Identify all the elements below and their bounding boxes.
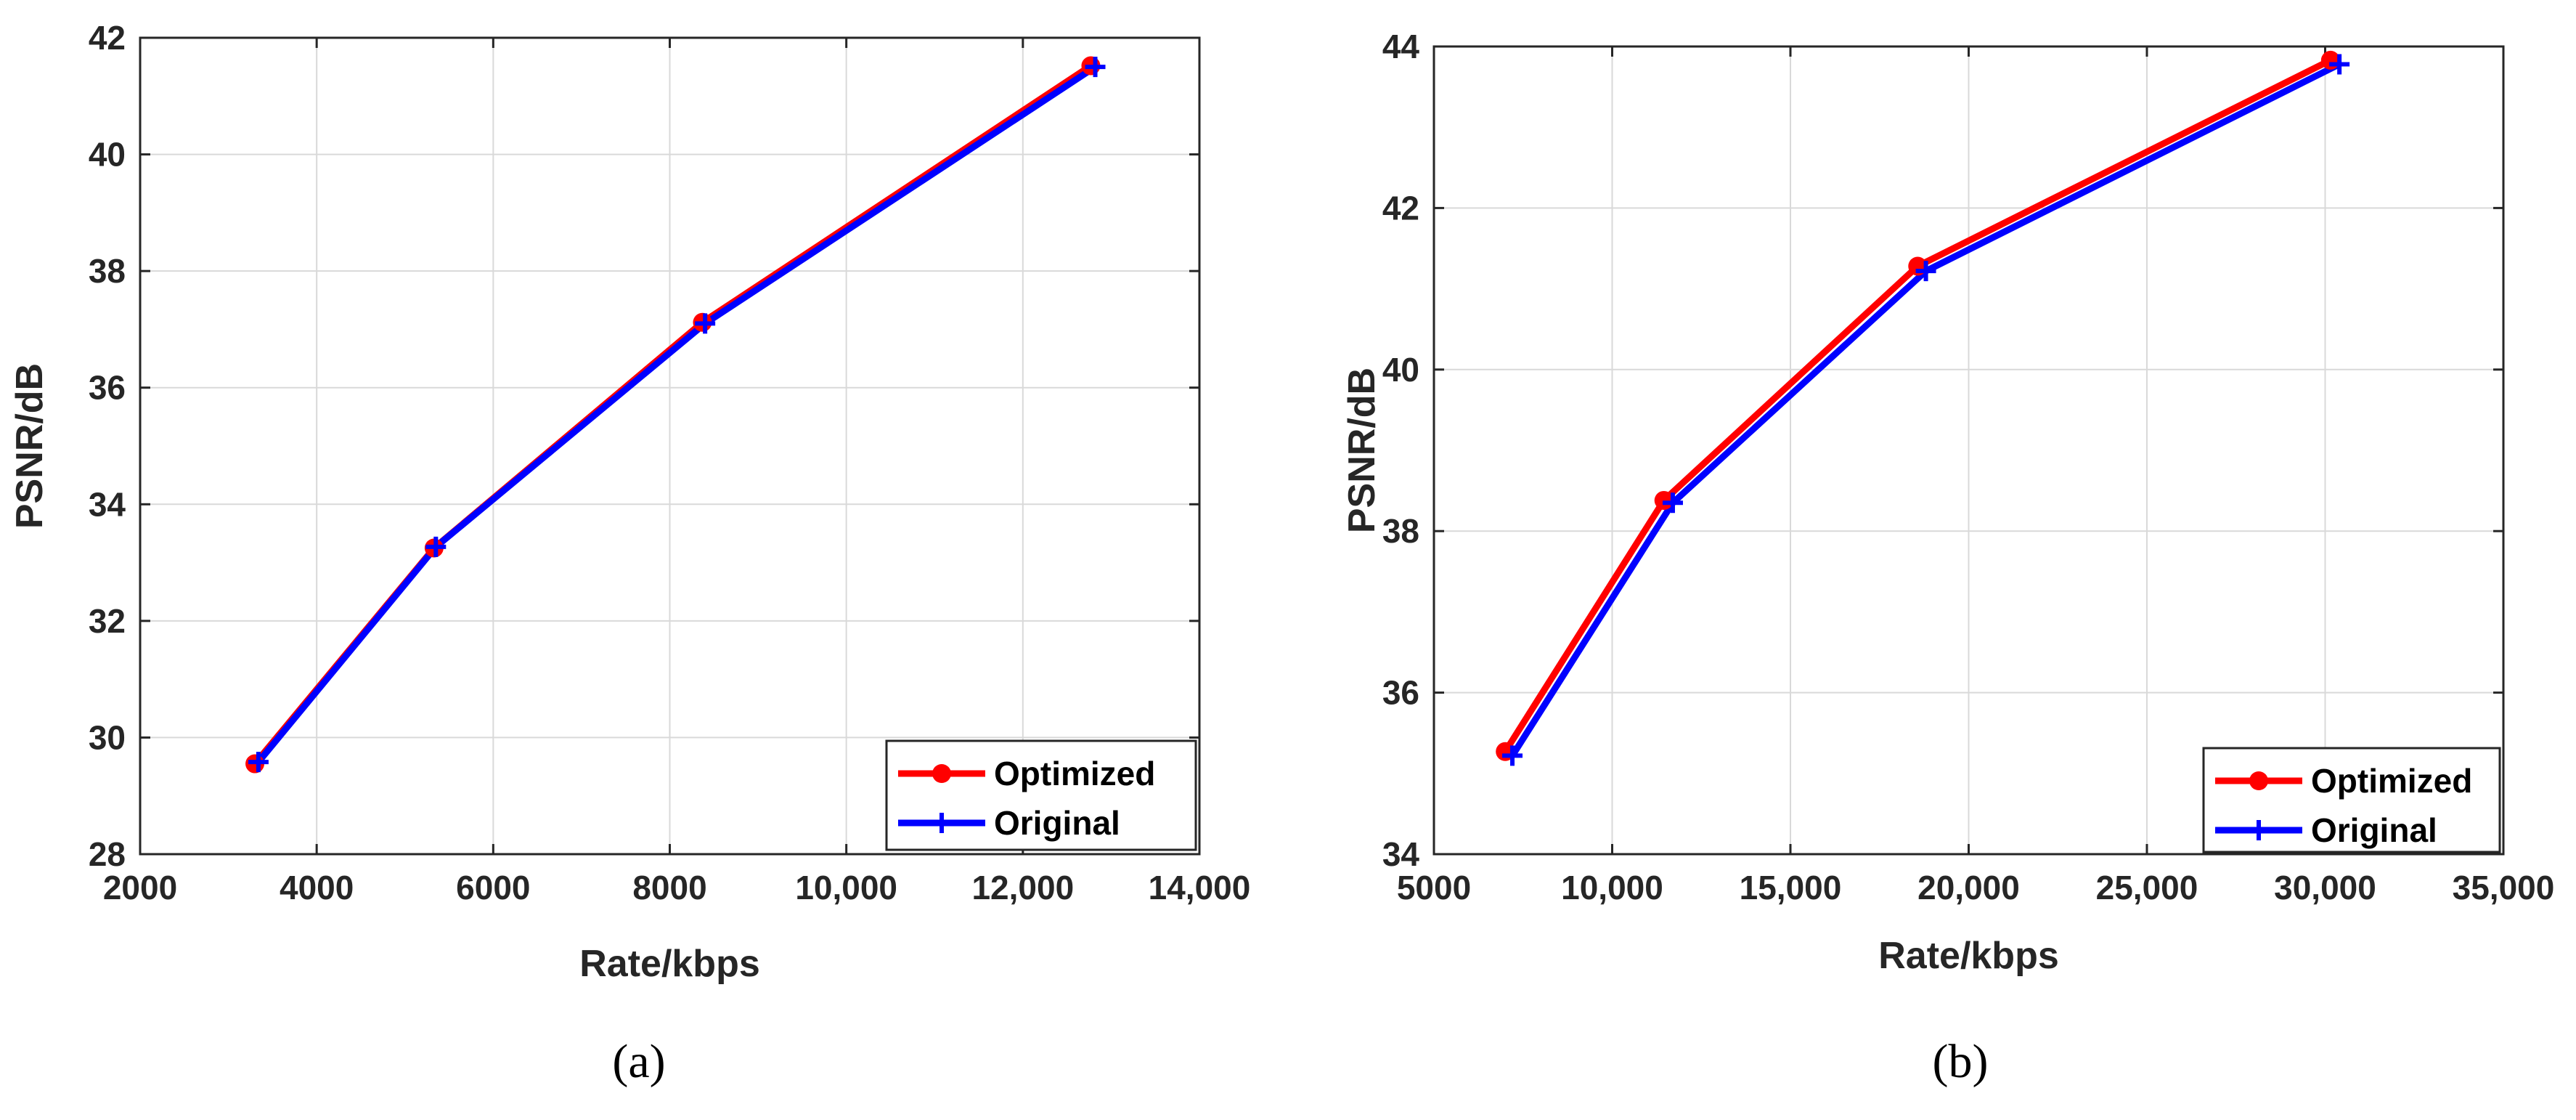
data-point-original [1662,492,1683,514]
x-tick-label: 15,000 [1740,869,1842,906]
legend-label-original: Original [994,804,1120,842]
y-tick-label: 32 [89,602,126,640]
y-tick-label: 28 [89,835,126,873]
x-axis-label: Rate/kbps [1878,935,2059,977]
legend: Optimized Original [885,739,1197,851]
plot-frame [139,36,1201,856]
y-tick-label: 44 [1382,28,1420,65]
y-axis-label: PSNR/dB [9,363,51,529]
legend-marker-original [2249,820,2269,840]
y-tick-label: 34 [89,485,126,523]
x-tick-label: 6000 [456,869,530,906]
x-tick-label: 8000 [632,869,706,906]
x-tick-label: 2000 [103,869,177,906]
data-point-original [425,536,447,557]
y-tick-label: 40 [1382,351,1419,389]
y-tick-label: 40 [89,136,126,174]
y-tick-label: 42 [1382,189,1419,227]
subfigure-caption: (b) [1933,1035,1989,1088]
legend-label-optimized: Optimized [994,755,1155,792]
data-point-original [1085,57,1106,78]
x-tick-label: 4000 [280,869,354,906]
y-tick-label: 38 [1382,512,1419,550]
y-tick-label: 38 [89,252,126,290]
legend-label-optimized: Optimized [2311,762,2472,800]
legend-marker-optimized [932,764,951,783]
y-axis-label: PSNR/dB [1341,368,1383,533]
legend-marker-original [932,813,952,833]
chart-a: 2000 4000 6000 8000 10,000 12,000 14,000 28 30 32… [9,19,1250,1088]
x-tick-label: 12,000 [971,869,1074,906]
x-tick-label: 10,000 [795,869,897,906]
data-point-original [2329,54,2350,75]
x-axis-label: Rate/kbps [579,943,760,985]
legend: Optimized Original [2202,747,2501,853]
series-line-original [1509,61,2341,758]
legend-box [885,739,1197,851]
chart-b: 5000 10,000 15,000 20,000 25,000 30,000 35,000… [1341,28,2554,1088]
series-line-optimized [1502,57,2332,754]
y-tick-label: 42 [89,19,126,57]
legend-label-original: Original [2311,811,2437,849]
data-point-original [248,752,269,773]
data-point-original [1502,745,1523,766]
series-line-original [256,64,1098,765]
x-tick-label: 5000 [1397,869,1471,906]
y-tick-label: 36 [89,369,126,407]
y-tick-label: 36 [1382,674,1419,712]
subfigure-caption: (a) [612,1035,665,1088]
x-tick-label: 35,000 [2453,869,2555,906]
data-point-optimized [1654,490,1674,510]
legend-marker-optimized [2249,771,2268,790]
y-tick-label: 34 [1382,835,1420,873]
legend-box [2202,747,2501,853]
data-point-original [1915,261,1936,282]
x-tick-label: 25,000 [2096,869,2198,906]
data-point-original [695,313,716,334]
data-point-optimized [2320,50,2340,70]
y-tick-label: 30 [89,718,126,756]
x-tick-label: 10,000 [1561,869,1663,906]
x-tick-label: 14,000 [1149,869,1251,906]
x-tick-label: 30,000 [2274,869,2376,906]
plot-frame [1432,45,2505,856]
x-tick-label: 20,000 [1917,869,2020,906]
